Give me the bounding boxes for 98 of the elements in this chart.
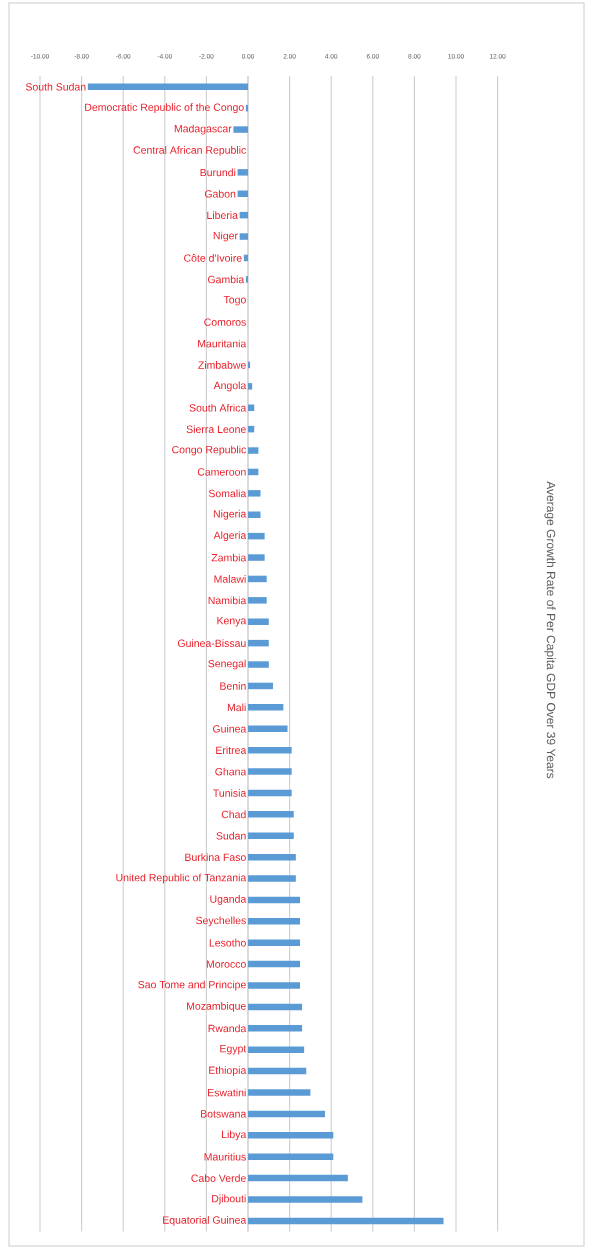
- bar: [248, 1174, 348, 1182]
- bar: [248, 982, 300, 989]
- bar: [248, 875, 296, 882]
- y-tick-label: Egypt: [220, 1045, 247, 1055]
- bar: [248, 789, 292, 797]
- bar: [248, 575, 267, 583]
- y-tick-label: Nigeria: [213, 509, 247, 520]
- y-tick-label: Tunisia: [213, 789, 247, 797]
- bar: [248, 554, 265, 561]
- y-tick-label: Madagascar: [174, 124, 232, 135]
- y-tick-label: United Republic of Tanzania: [116, 873, 247, 884]
- bar: [233, 126, 248, 133]
- bar: [248, 1217, 444, 1225]
- y-tick-label: Eritrea: [216, 746, 247, 754]
- bar: [248, 704, 284, 711]
- text: Average Growth Rate of Per Capita GDP Over 39 Years: [544, 481, 556, 779]
- y-tick-label: Niger: [213, 231, 238, 242]
- bar: [248, 1025, 303, 1032]
- bar: [248, 1132, 334, 1139]
- y-tick-label: Mali: [227, 703, 246, 712]
- y-tick-label: Angola: [213, 381, 247, 392]
- y-tick-label: Lesotho: [209, 938, 246, 947]
- bar: [248, 960, 300, 968]
- y-tick-label: Namibia: [208, 596, 247, 605]
- y-tick-label: Gambia: [207, 275, 245, 284]
- bar: [248, 853, 296, 861]
- y-tick-label: Seychelles: [195, 916, 246, 927]
- y-tick-label: Côte d'Ivoire: [184, 254, 242, 262]
- bar: [248, 383, 253, 390]
- y-tick-label: Libya: [222, 1130, 247, 1141]
- bar: [248, 918, 300, 925]
- bar: [87, 83, 248, 91]
- y-tick-label: Guinea: [212, 724, 247, 733]
- y-tick-label: Sao Tome and Principe: [138, 980, 246, 991]
- y-tick-label: Kenya: [217, 617, 247, 627]
- bar: [248, 532, 265, 540]
- y-tick-label: South Sudan: [25, 82, 86, 91]
- bar: [248, 746, 292, 754]
- bar: [248, 511, 261, 518]
- y-tick-label: Mauritius: [204, 1152, 246, 1161]
- bar: [248, 1067, 307, 1075]
- y-tick-label: Sierra Leone: [186, 425, 246, 434]
- y-tick-label: Equatorial Guinea: [163, 1216, 247, 1226]
- y-tick-label: Sudan: [216, 831, 246, 840]
- y-tick-label: Djibouti: [212, 1194, 246, 1205]
- bar: [248, 1153, 334, 1160]
- bar: [248, 1110, 325, 1118]
- y-tick-label: Democratic Republic of the Congo: [85, 103, 244, 114]
- y-tick-label: Comoros: [204, 318, 246, 326]
- bar: [248, 811, 294, 818]
- y-tick-label: Cameroon: [197, 468, 246, 476]
- bar: [248, 639, 269, 647]
- y-tick-label: Rwanda: [208, 1024, 247, 1033]
- bar: [239, 233, 248, 240]
- bar: [248, 832, 294, 839]
- y-tick-label: Gabon: [204, 189, 236, 198]
- y-tick-label: Ghana: [215, 767, 247, 776]
- y-tick-label: Central African Republic: [133, 146, 246, 156]
- bar: [248, 768, 292, 775]
- bar: [245, 276, 248, 283]
- y-tick-label: Senegal: [208, 659, 246, 670]
- y-tick-label: Morocco: [206, 960, 246, 968]
- bar: [248, 1196, 363, 1203]
- bar: [248, 597, 267, 604]
- y-tick-label: Burkina Faso: [185, 853, 246, 861]
- y-tick-label: Botswana: [201, 1110, 247, 1118]
- y-tick-label: Congo Republic: [172, 445, 246, 456]
- bar: [248, 618, 269, 625]
- y-tick-label: Zambia: [211, 553, 247, 562]
- y-tick-label: Benin: [220, 682, 246, 690]
- y-tick-label: Burundi: [200, 168, 236, 177]
- y-tick-label: Malawi: [214, 575, 246, 583]
- y-tick-label: Uganda: [210, 895, 247, 905]
- y-tick-label: Zimbabwe: [198, 361, 246, 369]
- y-tick-label: Somalia: [208, 489, 247, 498]
- bar: [248, 661, 269, 668]
- y-tick-label: Eswatini: [208, 1088, 246, 1097]
- y-tick-label: Liberia: [207, 211, 238, 220]
- y-tick-label: South Africa: [189, 403, 247, 412]
- bar: [248, 1089, 311, 1096]
- bar: [248, 1046, 305, 1053]
- bar: [248, 939, 300, 946]
- bar: [248, 1003, 303, 1011]
- y-tick-label: Cabo Verde: [191, 1174, 246, 1182]
- bar: [248, 404, 255, 411]
- y-tick-label: Mozambique: [187, 1002, 246, 1012]
- y-tick-label: Togo: [223, 296, 246, 306]
- bar: [237, 169, 248, 176]
- bar: [248, 725, 288, 732]
- bar: [248, 896, 300, 904]
- y-tick-label: Guinea-Bissau: [177, 639, 246, 647]
- y-tick-label: Ethiopia: [209, 1066, 247, 1077]
- y-tick-label: Mauritania: [198, 339, 247, 348]
- y-tick-label: Algeria: [213, 531, 247, 542]
- bar: [248, 447, 259, 454]
- bar: [248, 490, 261, 497]
- bar: [248, 682, 273, 690]
- y-tick-label: Chad: [221, 810, 246, 819]
